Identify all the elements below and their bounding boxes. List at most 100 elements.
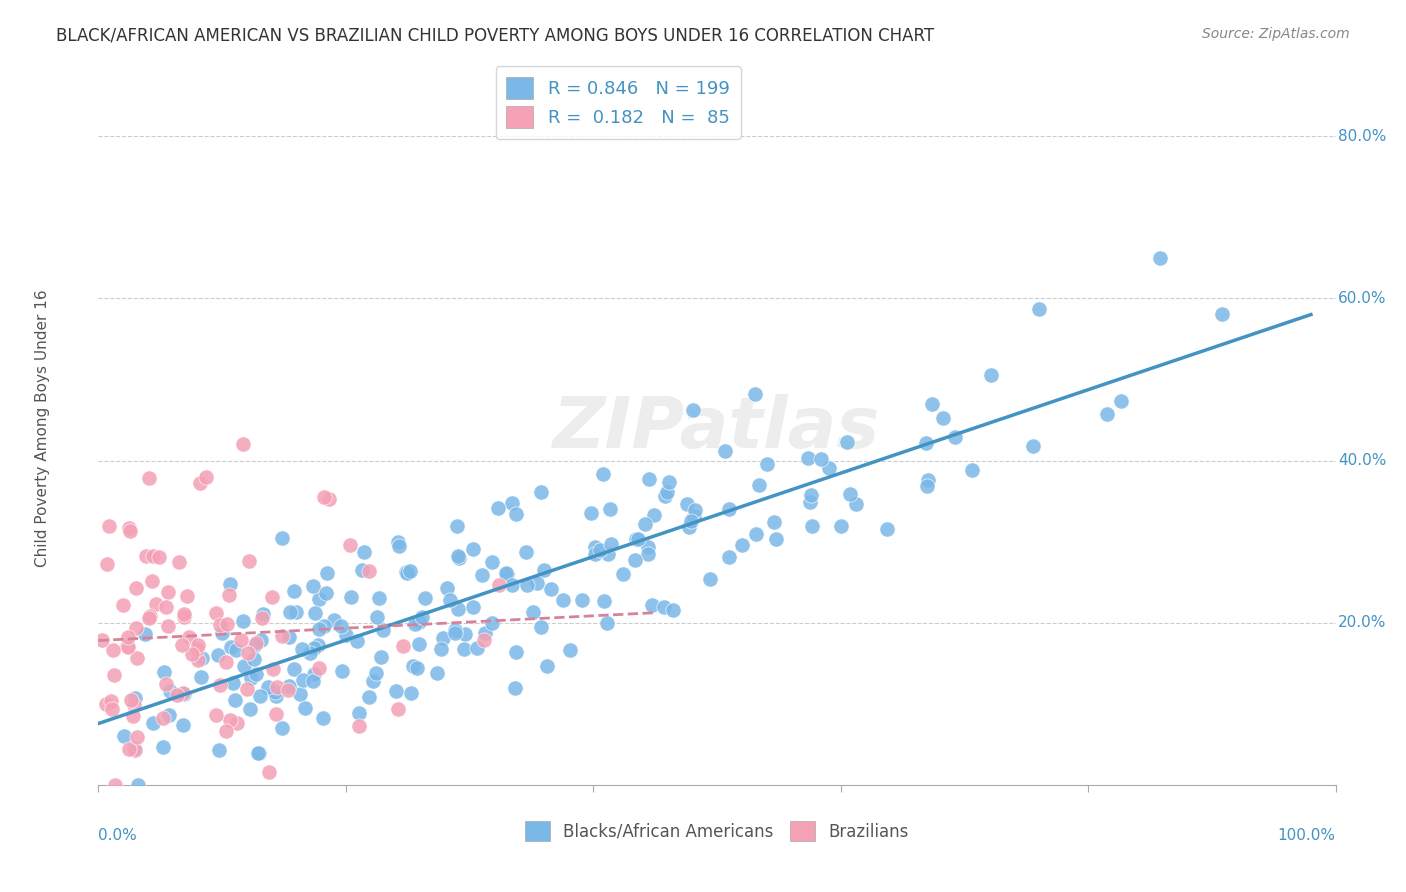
Point: [173, 610, 195, 624]
Point: [495, 566, 517, 581]
Point: [157, 707, 180, 722]
Point: [307, 638, 329, 652]
Point: [271, 629, 294, 643]
Point: [392, 640, 415, 654]
Point: [316, 566, 339, 581]
Point: [250, 632, 273, 647]
Point: [190, 670, 212, 684]
Point: [209, 678, 232, 692]
Point: [98, 518, 121, 533]
Point: [447, 601, 470, 615]
Point: [204, 607, 226, 621]
Point: [155, 677, 177, 691]
Point: [596, 616, 619, 631]
Point: [224, 692, 246, 706]
Point: [225, 643, 247, 657]
Point: [139, 608, 162, 623]
Point: [125, 581, 148, 595]
Point: [266, 689, 288, 703]
Point: [124, 621, 146, 635]
Point: [515, 545, 537, 559]
Point: [207, 743, 229, 757]
Point: [124, 691, 146, 706]
Point: [236, 681, 259, 696]
Point: [157, 619, 180, 633]
Point: [252, 607, 274, 621]
Point: [465, 641, 488, 656]
Point: [205, 708, 228, 723]
Point: [503, 681, 526, 695]
Point: [263, 685, 285, 699]
Point: [682, 403, 704, 417]
Point: [266, 680, 288, 694]
Point: [118, 741, 141, 756]
Point: [245, 636, 267, 650]
Point: [299, 646, 322, 660]
Point: [536, 659, 558, 673]
Point: [463, 541, 485, 556]
Point: [308, 661, 330, 675]
Point: [681, 514, 703, 528]
Point: [368, 591, 391, 606]
Point: [314, 490, 336, 504]
Point: [980, 368, 1002, 382]
Point: [264, 706, 287, 721]
Point: [683, 508, 706, 523]
Point: [837, 434, 859, 449]
Point: [675, 497, 697, 511]
Point: [426, 666, 449, 681]
Point: [335, 628, 357, 642]
Point: [641, 598, 664, 612]
Point: [501, 577, 523, 591]
Point: [634, 516, 657, 531]
Text: Source: ZipAtlas.com: Source: ZipAtlas.com: [1202, 27, 1350, 41]
Point: [142, 715, 165, 730]
Point: [215, 655, 238, 669]
Point: [810, 452, 832, 467]
Point: [583, 540, 606, 554]
Point: [366, 610, 388, 624]
Point: [411, 610, 433, 624]
Point: [260, 590, 283, 604]
Point: [685, 502, 707, 516]
Text: 0.0%: 0.0%: [98, 828, 138, 843]
Point: [339, 537, 361, 551]
Text: 20.0%: 20.0%: [1339, 615, 1386, 631]
Text: 80.0%: 80.0%: [1339, 128, 1386, 144]
Point: [232, 437, 254, 451]
Point: [357, 564, 380, 578]
Point: [283, 583, 305, 598]
Point: [304, 606, 326, 620]
Point: [921, 397, 943, 411]
Point: [117, 631, 139, 645]
Point: [112, 729, 135, 743]
Point: [717, 501, 740, 516]
Point: [277, 679, 299, 693]
Point: [352, 563, 374, 577]
Point: [236, 646, 259, 660]
Point: [522, 605, 544, 619]
Point: [339, 590, 361, 604]
Point: [232, 615, 254, 629]
Point: [717, 550, 740, 565]
Point: [318, 491, 340, 506]
Point: [516, 578, 538, 592]
Point: [249, 689, 271, 703]
Point: [311, 711, 333, 725]
Point: [291, 673, 314, 687]
Point: [290, 687, 312, 701]
Text: 40.0%: 40.0%: [1339, 453, 1386, 468]
Point: [623, 553, 645, 567]
Point: [408, 637, 430, 651]
Point: [643, 508, 665, 522]
Point: [588, 542, 610, 557]
Point: [1109, 394, 1132, 409]
Point: [283, 661, 305, 675]
Point: [839, 486, 862, 500]
Point: [799, 495, 821, 509]
Point: [262, 662, 284, 676]
Point: [461, 599, 484, 614]
Point: [624, 533, 647, 547]
Text: 60.0%: 60.0%: [1339, 291, 1386, 306]
Point: [436, 582, 458, 596]
